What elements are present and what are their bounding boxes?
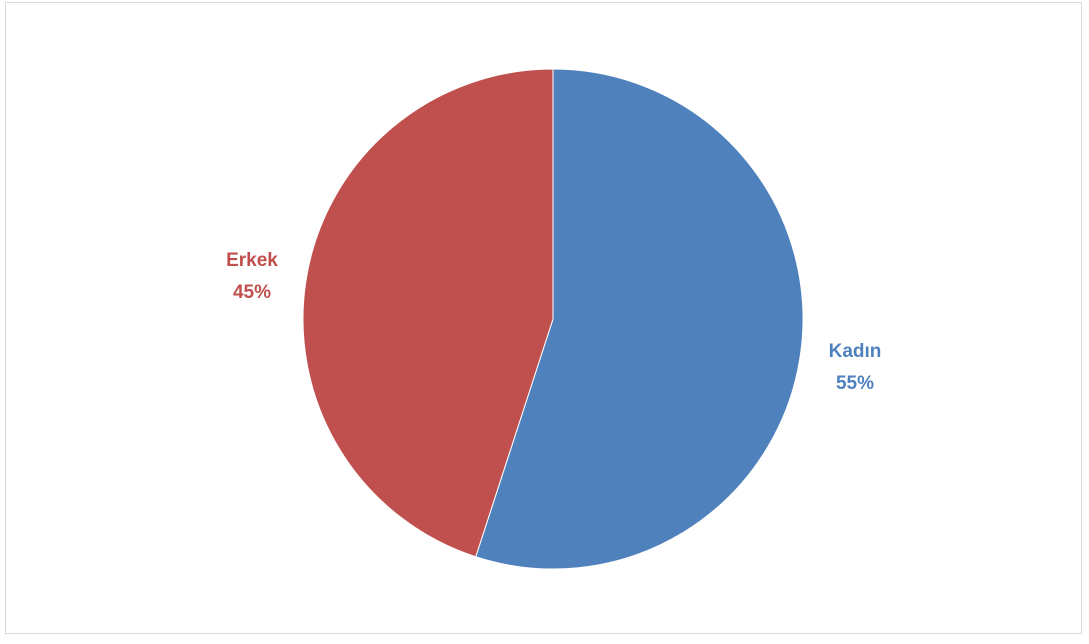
pie-slice-kad-n — [475, 68, 804, 570]
pie-slice-erkek — [302, 68, 554, 558]
slice-labels: Kadın 55% Erkek 45% — [226, 250, 881, 394]
pie-slices — [302, 68, 804, 570]
slice-label-kadin-name: Kadın — [829, 341, 882, 362]
slice-label-erkek-name: Erkek — [226, 250, 278, 271]
slice-label-kadin-percent: 55% — [836, 373, 874, 394]
slice-label-erkek-percent: 45% — [233, 282, 271, 303]
